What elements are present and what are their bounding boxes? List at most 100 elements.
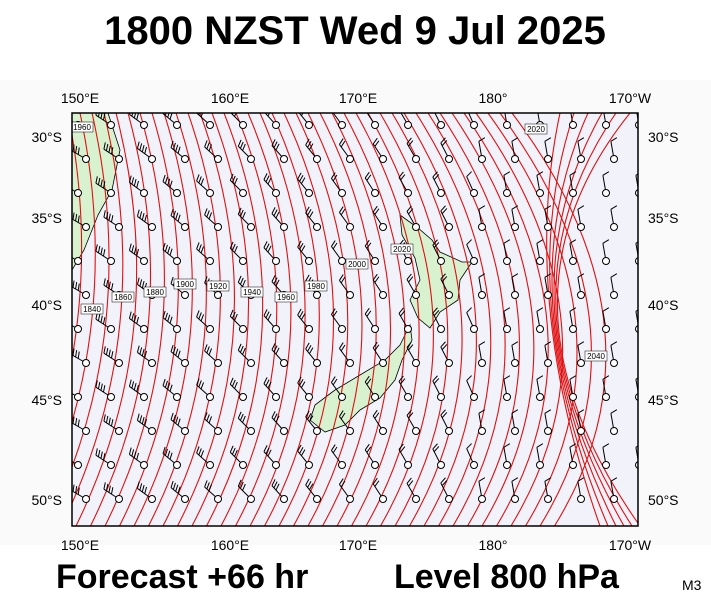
barb-feather <box>372 273 378 281</box>
barb-feather <box>400 174 406 181</box>
contour <box>319 113 377 526</box>
contour-label-box <box>143 286 167 298</box>
barb-feather <box>242 415 246 423</box>
barb-feather <box>139 279 143 287</box>
barb-station <box>181 291 189 299</box>
barb-feather <box>198 113 201 116</box>
contour-label: 2000 <box>348 260 366 269</box>
lat-label-right: 35°S <box>648 210 679 226</box>
barb-feather <box>105 143 109 151</box>
barb-station <box>536 461 544 469</box>
barb-feather <box>297 444 302 452</box>
barb-feather <box>103 346 106 354</box>
lon-label-top: 170°E <box>339 90 377 106</box>
barb-feather <box>332 242 338 250</box>
barb-feather <box>577 409 585 414</box>
lat-label-right: 30°S <box>648 129 679 145</box>
barb-feather <box>602 307 610 312</box>
barb-feather <box>97 313 101 321</box>
barb-feather <box>231 311 236 319</box>
barb-station <box>544 291 552 299</box>
barb-feather <box>97 449 101 457</box>
barb-feather <box>75 350 78 358</box>
barb-feather <box>110 487 114 495</box>
barb-feather <box>577 341 585 346</box>
barb-feather <box>610 477 618 482</box>
barb-station <box>404 325 412 333</box>
barb-feather <box>511 137 519 142</box>
barb-feather <box>133 315 137 323</box>
barb-feather <box>330 444 336 451</box>
barb-feather <box>273 413 278 421</box>
barb-station <box>412 155 420 163</box>
barb-station <box>173 461 181 469</box>
contour-label-box <box>390 243 414 255</box>
contour-label: 2020 <box>527 125 545 134</box>
barb-feather <box>441 140 448 146</box>
barb-feather <box>237 411 242 419</box>
barb-feather <box>131 245 135 253</box>
barb-feather <box>239 277 244 285</box>
barb-feather <box>340 276 346 284</box>
barb-station <box>148 495 156 503</box>
contour <box>162 113 221 526</box>
barb-feather <box>162 174 166 182</box>
barb-feather <box>177 350 181 358</box>
barb-feather <box>301 245 306 252</box>
barb-feather <box>167 178 171 186</box>
barb-feather <box>265 311 270 319</box>
barb-feather <box>144 350 147 358</box>
barb-station <box>272 257 280 265</box>
barb-feather <box>441 276 448 282</box>
barb-feather <box>237 479 242 487</box>
barb-feather <box>408 276 414 283</box>
barb-feather <box>309 415 314 422</box>
barb-feather <box>175 212 179 220</box>
barb-feather <box>275 143 280 151</box>
lat-label-left: 45°S <box>31 392 62 408</box>
barb-station <box>313 155 321 163</box>
barb-feather <box>273 141 278 149</box>
contour <box>451 113 535 526</box>
barb-station <box>173 189 181 197</box>
barb-station <box>511 223 519 231</box>
barb-station <box>437 325 445 333</box>
barb-feather <box>338 342 344 349</box>
barb-feather <box>433 242 440 248</box>
barb-feather <box>164 176 168 184</box>
barb-station <box>280 495 288 503</box>
contour <box>133 113 193 526</box>
barb-feather <box>332 378 338 386</box>
barb-station <box>371 257 379 265</box>
contour <box>355 113 420 526</box>
barb-feather <box>204 412 208 420</box>
barb-station <box>239 189 247 197</box>
barb-feather <box>170 208 174 216</box>
barb-feather <box>162 242 166 250</box>
barb-feather <box>136 141 140 149</box>
barb-feather <box>103 482 106 490</box>
barb-feather <box>263 377 268 384</box>
barb-feather <box>77 419 80 427</box>
contour-label-box <box>206 280 230 292</box>
contour-label-box <box>584 350 608 362</box>
barb-feather <box>169 316 173 324</box>
barb-station <box>305 121 313 129</box>
barb-feather <box>239 345 244 353</box>
barb-feather <box>374 140 380 147</box>
barb-feather <box>141 349 145 357</box>
barb-feather <box>242 347 246 355</box>
barb-feather <box>544 477 552 482</box>
barb-feather <box>234 449 238 457</box>
barb-feather <box>610 409 618 414</box>
barb-station <box>511 495 519 503</box>
barb-feather <box>72 212 75 220</box>
barb-feather <box>307 209 312 216</box>
barb-feather <box>299 447 304 454</box>
barb-feather <box>307 413 312 420</box>
barb-feather <box>267 381 272 389</box>
barb-feather <box>267 113 271 117</box>
barb-feather <box>478 409 486 414</box>
barb-feather <box>398 375 404 382</box>
barb-feather <box>169 248 173 256</box>
